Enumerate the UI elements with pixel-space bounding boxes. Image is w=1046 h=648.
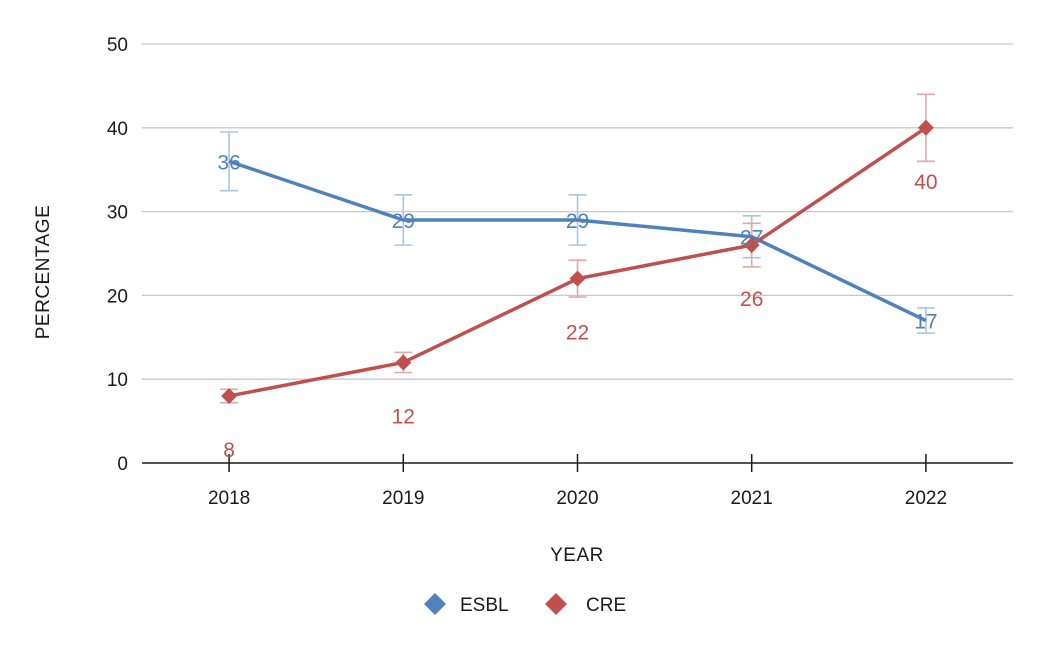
data-label-esbl-2021: 27 <box>740 227 763 250</box>
data-label-esbl-2020: 29 <box>566 210 589 233</box>
x-axis <box>142 454 1013 472</box>
error-bars <box>220 93 935 404</box>
data-label-cre-2022: 40 <box>914 171 937 194</box>
legend-label-cre: CRE <box>586 595 626 616</box>
x-tick-label-2018: 2018 <box>208 488 250 509</box>
data-labels: 36 29 29 27 17 8 12 22 26 40 <box>217 151 937 462</box>
data-label-cre-2019: 12 <box>392 405 415 428</box>
y-tick-label-0: 0 <box>117 454 128 475</box>
y-tick-label-3: 30 <box>107 203 128 224</box>
x-axis-title: YEAR <box>550 545 604 566</box>
data-point-cre-2021 <box>743 237 760 254</box>
legend-item-cre[interactable]: CRE <box>545 593 626 616</box>
legend-diamond-icon-cre <box>545 593 567 615</box>
x-tick-label-2020: 2020 <box>556 488 598 509</box>
legend-item-esbl[interactable]: ESBL <box>424 593 509 616</box>
x-tick-label-2019: 2019 <box>382 488 424 509</box>
data-label-esbl-2019: 29 <box>392 210 415 233</box>
data-label-esbl-2022: 17 <box>914 311 937 334</box>
y-tick-label-1: 10 <box>107 370 128 391</box>
series-line-esbl <box>228 159 927 323</box>
data-point-cre-2022 <box>917 119 934 136</box>
data-point-cre-2019 <box>395 354 412 371</box>
legend-diamond-icon-esbl <box>424 593 446 615</box>
legend-label-esbl: ESBL <box>460 595 509 616</box>
series-markers <box>221 119 934 404</box>
legend: ESBL CRE <box>424 593 626 616</box>
y-tick-label-5: 50 <box>107 35 128 56</box>
x-tick-label-2022: 2022 <box>905 488 947 509</box>
x-tick-label-2021: 2021 <box>731 488 773 509</box>
data-point-cre-2020 <box>569 270 586 287</box>
data-label-esbl-2018: 36 <box>217 151 240 174</box>
data-label-cre-2018: 8 <box>223 439 235 462</box>
y-tick-label-2: 20 <box>107 286 128 307</box>
y-axis-tick-labels: 0 10 20 30 40 50 <box>107 35 128 475</box>
x-axis-tick-labels: 2018 2019 2020 2021 2022 <box>208 488 947 509</box>
y-axis-title: PERCENTAGE <box>33 205 54 340</box>
data-point-cre-2018 <box>221 387 238 404</box>
data-label-cre-2020: 22 <box>566 322 589 345</box>
y-tick-label-4: 40 <box>107 119 128 140</box>
data-label-cre-2021: 26 <box>740 288 763 311</box>
